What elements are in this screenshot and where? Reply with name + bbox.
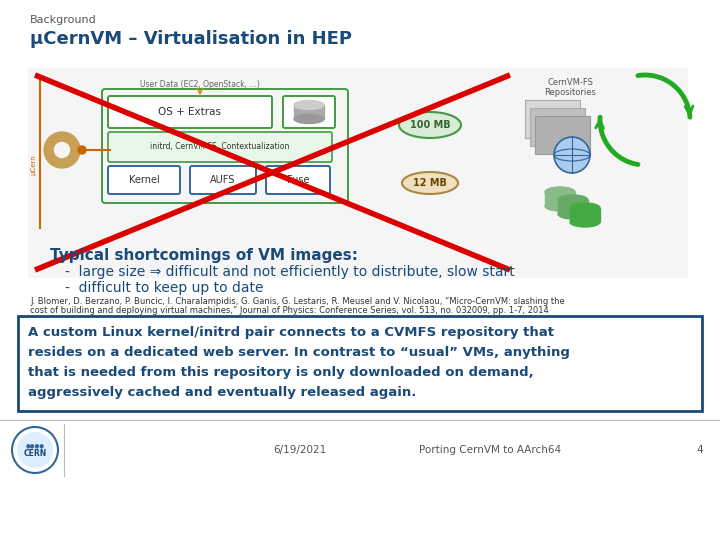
Text: User Data (EC2, OpenStack, …): User Data (EC2, OpenStack, …): [140, 80, 260, 89]
Text: -  large size ⇒ difficult and not efficiently to distribute, slow start: - large size ⇒ difficult and not efficie…: [65, 265, 515, 279]
Text: μCernVM – Virtualisation in HEP: μCernVM – Virtualisation in HEP: [30, 30, 352, 48]
Text: that is needed from this repository is only downloaded on demand,: that is needed from this repository is o…: [28, 366, 534, 379]
FancyBboxPatch shape: [108, 132, 332, 162]
FancyBboxPatch shape: [283, 96, 335, 128]
Ellipse shape: [545, 201, 575, 211]
Bar: [525, 100, 580, 138]
FancyBboxPatch shape: [190, 166, 256, 194]
Ellipse shape: [570, 217, 600, 227]
Ellipse shape: [294, 100, 324, 110]
FancyBboxPatch shape: [108, 96, 272, 128]
Text: Background: Background: [30, 15, 96, 25]
Circle shape: [12, 427, 58, 473]
Text: Fuse: Fuse: [287, 175, 310, 185]
FancyBboxPatch shape: [266, 166, 330, 194]
Ellipse shape: [558, 195, 588, 205]
Bar: [294, 105, 324, 119]
Ellipse shape: [55, 143, 70, 158]
Text: Kernel: Kernel: [129, 175, 159, 185]
Text: aggressively cached and eventually released again.: aggressively cached and eventually relea…: [28, 386, 416, 399]
Text: μCern: μCern: [30, 154, 36, 176]
Bar: [28, 68, 688, 278]
Ellipse shape: [570, 203, 600, 213]
Text: 6/19/2021: 6/19/2021: [274, 445, 327, 455]
Ellipse shape: [545, 187, 575, 197]
Text: OS + Extras: OS + Extras: [158, 107, 222, 117]
Bar: [570, 208, 600, 222]
Bar: [18, 316, 702, 411]
Text: CernVM-FS
Repositories: CernVM-FS Repositories: [544, 78, 596, 97]
Text: initrd, CernVM-FS, Contextualization: initrd, CernVM-FS, Contextualization: [150, 143, 289, 152]
Text: 4: 4: [697, 445, 703, 455]
Bar: [558, 200, 588, 214]
Text: Typical shortcomings of VM images:: Typical shortcomings of VM images:: [50, 248, 358, 263]
Bar: [545, 192, 575, 206]
Text: 12 MB: 12 MB: [413, 178, 447, 188]
Circle shape: [78, 146, 86, 154]
Text: CERN: CERN: [23, 449, 47, 458]
Ellipse shape: [44, 132, 80, 168]
Text: AUFS: AUFS: [210, 175, 235, 185]
Bar: [530, 108, 585, 146]
Ellipse shape: [399, 112, 461, 138]
Text: 100 MB: 100 MB: [410, 120, 450, 130]
Text: ●●●●: ●●●●: [25, 443, 45, 449]
Bar: [535, 116, 590, 154]
FancyBboxPatch shape: [108, 166, 180, 194]
Text: J. Blomer, D. Berzano, P. Buncic, I. Charalampidis, G. Ganis, G. Lestaris, R. Me: J. Blomer, D. Berzano, P. Buncic, I. Cha…: [30, 297, 564, 306]
Text: A custom Linux kernel/initrd pair connects to a CVMFS repository that: A custom Linux kernel/initrd pair connec…: [28, 326, 554, 339]
Text: resides on a dedicated web server. In contrast to “usual” VMs, anything: resides on a dedicated web server. In co…: [28, 346, 570, 359]
Circle shape: [554, 137, 590, 173]
Text: cost of building and deploying virtual machines,” Journal of Physics: Conference: cost of building and deploying virtual m…: [30, 306, 549, 315]
Text: Porting CernVM to AArch64: Porting CernVM to AArch64: [419, 445, 561, 455]
Circle shape: [17, 432, 53, 468]
Text: -  difficult to keep up to date: - difficult to keep up to date: [65, 281, 264, 295]
Ellipse shape: [558, 209, 588, 219]
Ellipse shape: [402, 172, 458, 194]
Ellipse shape: [294, 114, 324, 124]
